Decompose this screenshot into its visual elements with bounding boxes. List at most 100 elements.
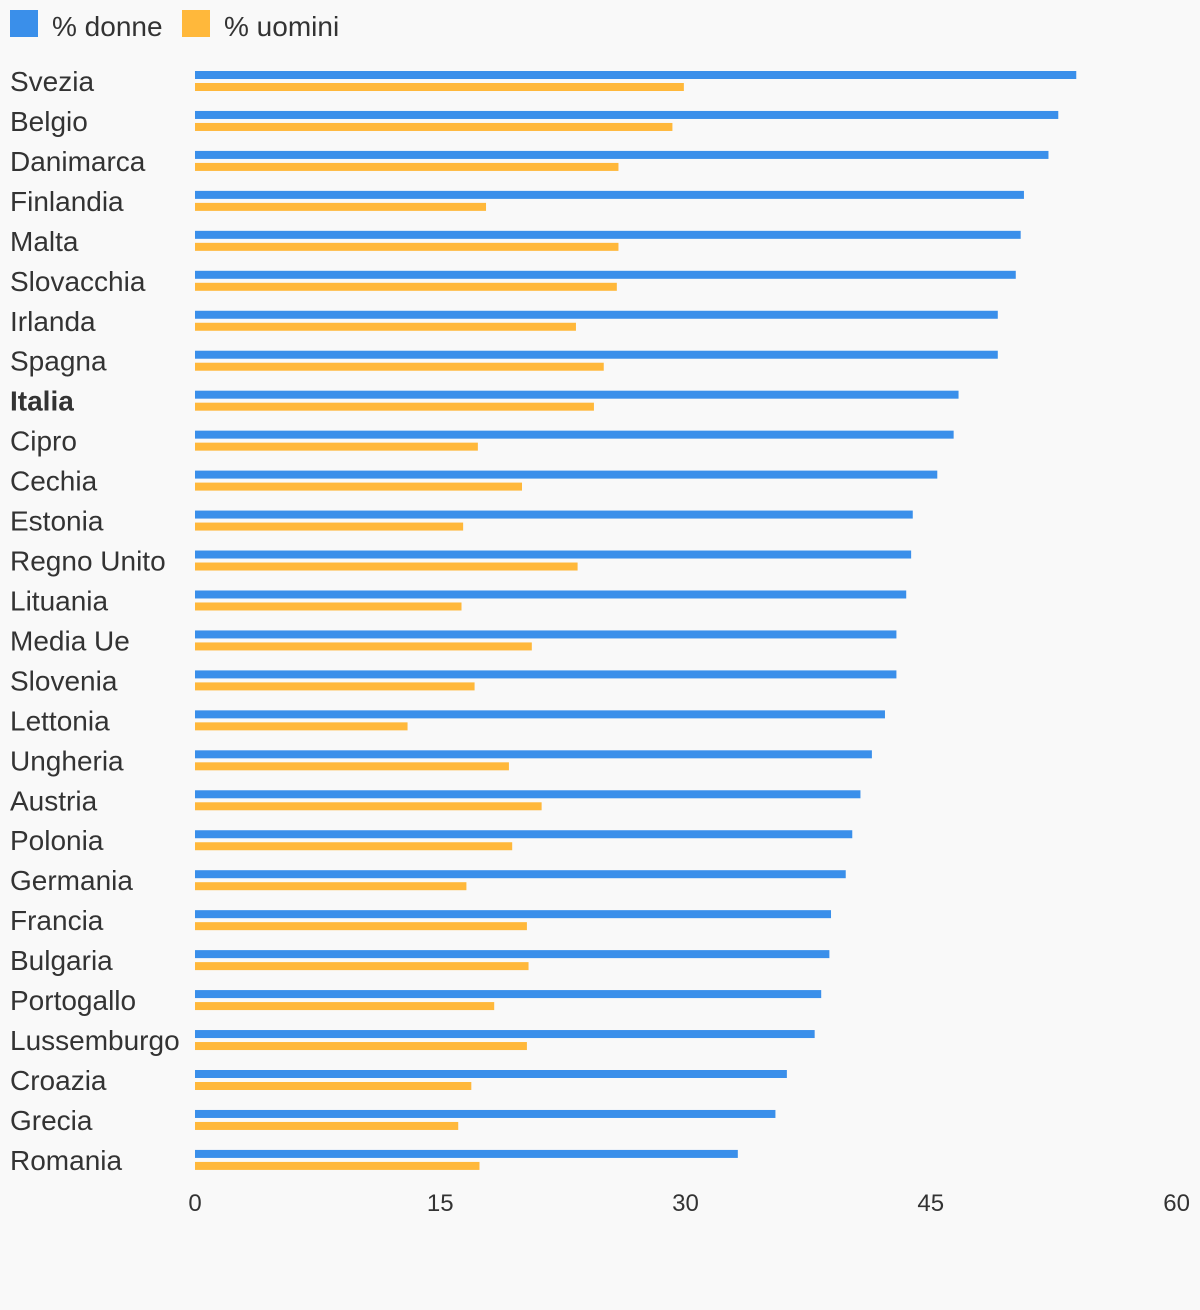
bar-donne xyxy=(195,310,998,319)
legend-label-donne: % donne xyxy=(52,11,163,42)
bar-uomini xyxy=(195,242,619,251)
bar-donne xyxy=(195,670,897,679)
chart-row: Portogallo xyxy=(10,985,822,1016)
category-label: Lettonia xyxy=(10,705,110,736)
bar-donne xyxy=(195,590,907,599)
bar-uomini xyxy=(195,602,462,611)
category-label: Grecia xyxy=(10,1105,93,1136)
chart-row: Malta xyxy=(10,226,1021,257)
bar-uomini xyxy=(195,1161,480,1170)
bar-uomini xyxy=(195,282,617,291)
bar-uomini xyxy=(195,322,576,331)
legend: % donne % uomini xyxy=(10,10,339,42)
bar-donne xyxy=(195,750,872,759)
legend-label-uomini: % uomini xyxy=(224,11,339,42)
chart-row: Lituania xyxy=(10,585,907,616)
chart-row: Cechia xyxy=(10,466,938,497)
chart-row: Media Ue xyxy=(10,625,897,656)
bar-uomini xyxy=(195,122,673,131)
bar-uomini xyxy=(195,402,594,411)
category-label: Italia xyxy=(10,386,74,417)
chart-row: Spagna xyxy=(10,346,998,377)
category-label: Belgio xyxy=(10,106,88,137)
bar-donne xyxy=(195,990,822,999)
chart-row: Svezia xyxy=(10,66,1077,97)
bar-donne xyxy=(195,1070,787,1078)
category-label: Lituania xyxy=(10,585,109,616)
bar-donne xyxy=(195,270,1016,279)
bar-uomini xyxy=(195,922,527,931)
bar-donne xyxy=(195,910,832,919)
bar-donne xyxy=(195,71,1077,79)
category-label: Romania xyxy=(10,1145,122,1176)
x-tick-label: 15 xyxy=(427,1190,454,1217)
bar-uomini xyxy=(195,962,529,971)
bar-uomini xyxy=(195,522,464,531)
bar-uomini xyxy=(195,482,522,491)
chart-row: Italia xyxy=(10,386,959,417)
bar-donne xyxy=(195,1149,738,1158)
category-label: Lussemburgo xyxy=(10,1025,180,1056)
bar-donne xyxy=(195,1109,776,1118)
category-label: Malta xyxy=(10,226,79,257)
category-label: Slovenia xyxy=(10,665,118,696)
bar-uomini xyxy=(195,202,487,211)
bar-uomini xyxy=(195,562,578,571)
chart-row: Austria xyxy=(10,785,861,816)
category-label: Estonia xyxy=(10,506,104,537)
bar-uomini xyxy=(195,362,604,371)
bar-uomini xyxy=(195,1002,495,1011)
chart-row: Ungheria xyxy=(10,745,872,776)
category-label: Regno Unito xyxy=(10,546,166,577)
chart-row: Polonia xyxy=(10,825,853,856)
category-label: Croazia xyxy=(10,1065,107,1096)
category-label: Germania xyxy=(10,865,133,896)
category-label: Cechia xyxy=(10,466,98,497)
chart-row: Bulgaria xyxy=(10,945,830,976)
bar-uomini xyxy=(195,1042,527,1051)
chart-rows: Svezia Belgio Danimarca Finlandia Malta Slova… xyxy=(10,66,1077,1176)
bar-donne xyxy=(195,710,885,719)
category-label: Ungheria xyxy=(10,745,124,776)
category-label: Austria xyxy=(10,785,98,816)
bar-donne xyxy=(195,870,846,879)
chart-row: Estonia xyxy=(10,506,913,537)
bar-uomini xyxy=(195,1121,459,1130)
legend-swatch-donne xyxy=(10,10,38,37)
bar-uomini xyxy=(195,682,475,691)
bar-uomini xyxy=(195,83,684,91)
x-axis: 0 15 30 45 60 xyxy=(188,1190,1190,1217)
bar-uomini xyxy=(195,162,619,171)
bar-donne xyxy=(195,950,830,959)
bar-donne xyxy=(195,390,959,399)
bar-donne xyxy=(195,190,1024,199)
category-label: Finlandia xyxy=(10,186,124,217)
chart-row: Francia xyxy=(10,905,832,936)
category-label: Slovacchia xyxy=(10,266,146,297)
bar-uomini xyxy=(195,642,532,651)
chart-row: Croazia xyxy=(10,1065,787,1096)
bar-uomini xyxy=(195,1082,472,1090)
chart-row: Grecia xyxy=(10,1105,776,1136)
bar-donne xyxy=(195,110,1059,119)
chart-row: Regno Unito xyxy=(10,546,912,577)
bar-donne xyxy=(195,1030,815,1039)
chart-row: Germania xyxy=(10,865,846,896)
category-label: Spagna xyxy=(10,346,107,377)
category-label: Bulgaria xyxy=(10,945,113,976)
x-tick-label: 45 xyxy=(917,1190,944,1217)
x-tick-label: 60 xyxy=(1163,1190,1190,1217)
chart-row: Lettonia xyxy=(10,705,885,736)
bar-donne xyxy=(195,550,912,559)
bar-donne xyxy=(195,430,954,439)
chart-row: Lussemburgo xyxy=(10,1025,815,1056)
x-tick-label: 30 xyxy=(672,1190,699,1217)
bar-uomini xyxy=(195,882,467,891)
bar-uomini xyxy=(195,802,542,811)
category-label: Francia xyxy=(10,905,104,936)
bar-uomini xyxy=(195,442,478,451)
category-label: Irlanda xyxy=(10,306,96,337)
chart-row: Romania xyxy=(10,1145,738,1176)
x-tick-label: 0 xyxy=(188,1190,201,1217)
